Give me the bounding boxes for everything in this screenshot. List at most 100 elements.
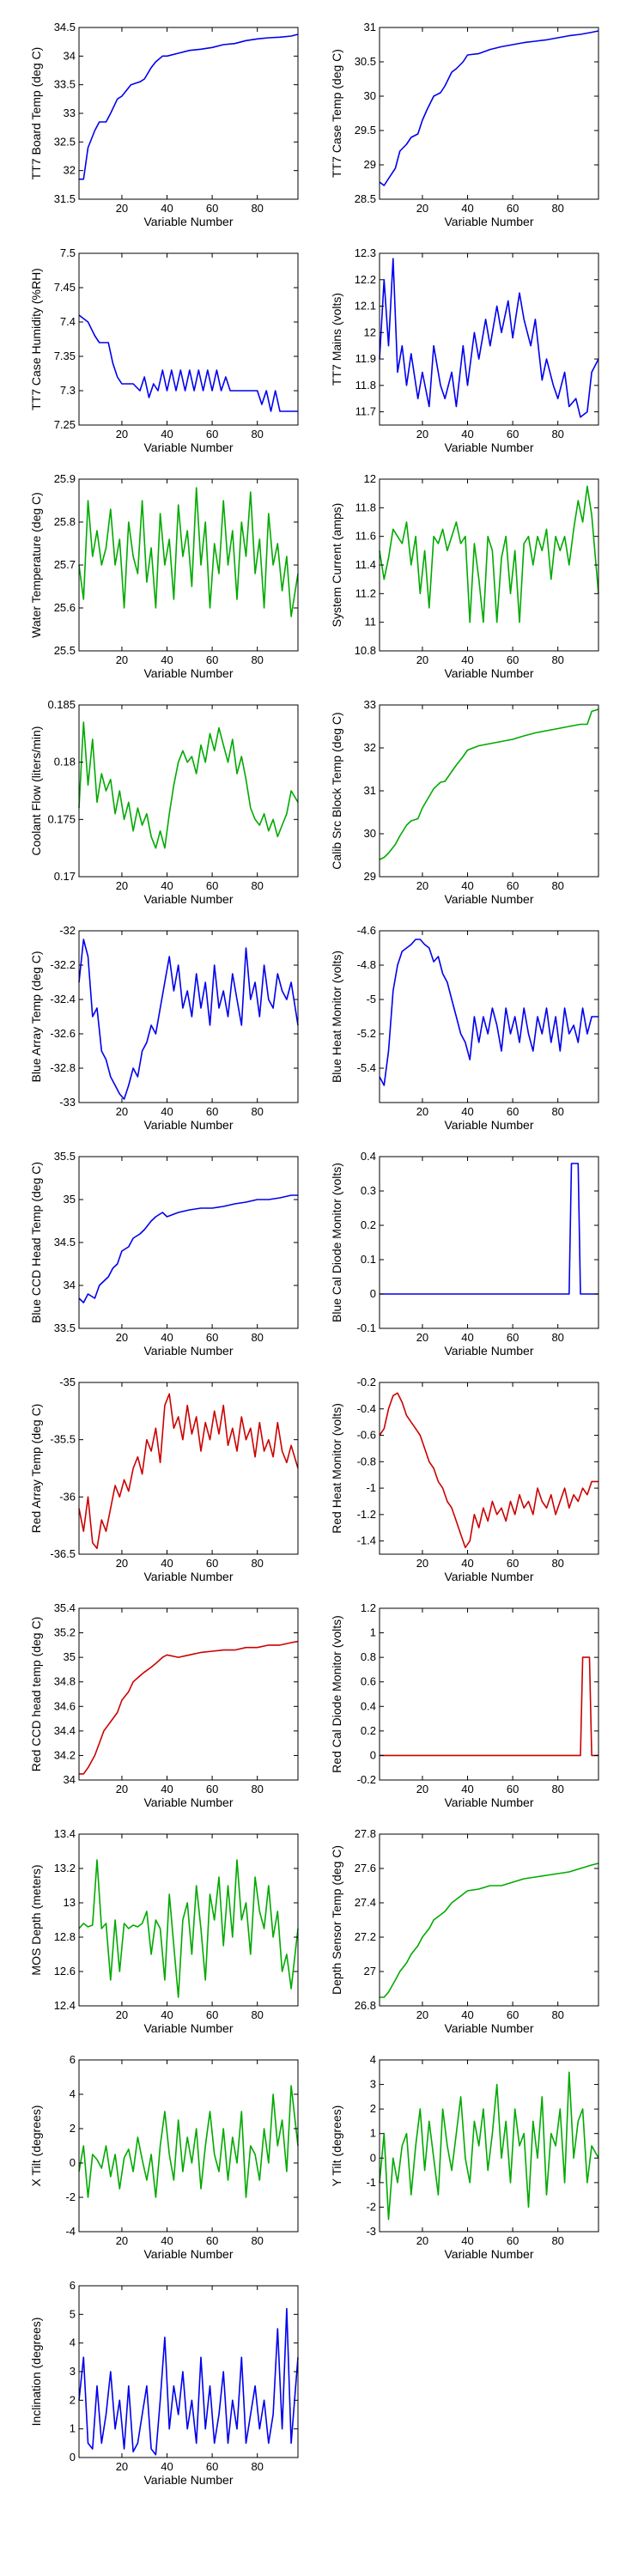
- y-axis-label: Red CCD head temp (deg C): [29, 1617, 43, 1772]
- x-tick-label: 80: [551, 1105, 563, 1118]
- x-tick-label: 80: [251, 1105, 263, 1118]
- chart-panel-4: 11.7 11.8 11.9 12 12.1 12.2 12.3 20 40 60 80 Variab…: [330, 246, 599, 454]
- y-tick-label: 5: [70, 2307, 76, 2320]
- x-tick-label: 20: [116, 2460, 128, 2473]
- y-tick-label: 4: [370, 2053, 376, 2066]
- series-line: [380, 1862, 599, 1998]
- x-tick-label: 60: [206, 1105, 218, 1118]
- y-tick-label: 30.5: [355, 55, 376, 68]
- series-line: [78, 2085, 299, 2198]
- chart-panel-10: -5.4 -5.2 -5 -4.8 -4.6 20 40 60 80 Variable Numbe…: [330, 924, 599, 1132]
- y-axis-label: Y Tilt (degrees): [330, 2105, 343, 2187]
- x-tick-label: 60: [507, 1557, 519, 1570]
- y-tick-label: 11.8: [355, 501, 376, 513]
- y-tick-label: 29.5: [355, 124, 376, 137]
- y-tick-label: 0.1: [361, 1253, 376, 1266]
- x-tick-label: 60: [507, 1105, 519, 1118]
- y-tick-label: 11.7: [355, 405, 376, 418]
- y-axis-label: Red Array Temp (deg C): [29, 1404, 43, 1534]
- x-tick-label: 80: [251, 428, 263, 440]
- x-axis-label: Variable Number: [143, 1570, 233, 1583]
- axes-frame: [379, 1833, 599, 2007]
- y-tick-label: -5: [366, 993, 376, 1005]
- x-tick-label: 80: [551, 653, 563, 666]
- y-tick-label: -32.4: [50, 993, 76, 1005]
- series-line: [379, 30, 599, 186]
- y-axis-label: TT7 Case Temp (deg C): [330, 49, 343, 178]
- y-tick-label: 0: [70, 2156, 76, 2169]
- x-axis-label: Variable Number: [143, 666, 233, 680]
- x-tick-label: 80: [251, 1783, 263, 1795]
- x-tick-label: 60: [206, 1331, 218, 1344]
- y-axis-label: TT7 Board Temp (deg C): [29, 47, 43, 180]
- axes-frame: [379, 1156, 599, 1329]
- y-tick-label: 30: [364, 89, 376, 102]
- series-line: [78, 314, 298, 412]
- x-tick-label: 20: [116, 202, 128, 215]
- x-tick-label: 80: [551, 202, 563, 215]
- chart-panel-18: 26.8 27 27.2 27.4 27.6 27.8 20 40 60 80 Variable N…: [330, 1827, 599, 2035]
- x-axis-label: Variable Number: [444, 1344, 533, 1358]
- x-tick-label: 40: [461, 1105, 473, 1118]
- y-tick-label: 7.4: [60, 315, 76, 328]
- y-axis-label: Red Heat Monitor (volts): [330, 1403, 343, 1534]
- y-tick-label: 0: [370, 1287, 376, 1300]
- y-tick-label: 2: [370, 2102, 376, 2115]
- chart-panel-2: 28.5 29 29.5 30 30.5 31 20 40 60 80 Variable Numbe…: [330, 21, 599, 228]
- y-tick-label: 12.3: [355, 246, 376, 259]
- y-tick-label: 0: [70, 2451, 76, 2464]
- x-tick-label: 40: [461, 2008, 473, 2021]
- x-tick-label: 80: [551, 2234, 563, 2247]
- x-tick-label: 20: [116, 1105, 128, 1118]
- x-tick-label: 40: [161, 1783, 173, 1795]
- y-tick-label: 0.2: [361, 1218, 376, 1231]
- x-tick-label: 60: [206, 2460, 218, 2473]
- y-tick-label: 12.4: [54, 1999, 76, 2012]
- x-tick-label: 60: [206, 879, 218, 892]
- y-tick-label: 0.4: [361, 1150, 376, 1163]
- x-tick-label: 80: [251, 2008, 263, 2021]
- chart-panel-14: -1.4 -1.2 -1 -0.8 -0.6 -0.4 -0.2 20 40 60 80 Variab…: [330, 1376, 599, 1583]
- y-tick-label: 0.8: [361, 1650, 376, 1663]
- axes-frame: [78, 2059, 299, 2233]
- x-tick-label: 60: [206, 2234, 218, 2247]
- x-tick-label: 20: [116, 2008, 128, 2021]
- series-line: [380, 1656, 598, 1757]
- y-tick-label: 34.2: [54, 1748, 76, 1761]
- x-tick-label: 20: [416, 202, 428, 215]
- y-tick-label: 12.1: [355, 300, 376, 313]
- x-tick-label: 40: [461, 1557, 473, 1570]
- x-tick-label: 80: [551, 1783, 563, 1795]
- x-tick-label: 80: [551, 428, 563, 440]
- x-tick-label: 60: [507, 2008, 519, 2021]
- x-axis-label: Variable Number: [444, 2021, 533, 2035]
- y-tick-label: 27.2: [355, 1930, 376, 1943]
- y-tick-label: -0.4: [357, 1402, 376, 1415]
- y-axis-label: Water Temperature (deg C): [29, 492, 43, 638]
- axes-frame: [78, 930, 299, 1103]
- y-tick-label: 11.2: [355, 586, 376, 599]
- y-tick-label: -4.8: [357, 958, 376, 971]
- y-tick-label: 0: [370, 2151, 376, 2164]
- series-line: [379, 258, 599, 418]
- y-tick-label: 13.2: [54, 1862, 76, 1874]
- y-tick-label: 0.18: [54, 756, 76, 769]
- y-tick-label: -5.2: [357, 1027, 376, 1040]
- x-tick-label: 60: [206, 2008, 218, 2021]
- y-tick-label: 3: [70, 2365, 76, 2378]
- x-tick-label: 20: [116, 1783, 128, 1795]
- y-tick-label: 12.2: [355, 273, 376, 286]
- y-tick-label: 26.8: [355, 1999, 376, 2012]
- x-tick-label: 60: [206, 202, 218, 215]
- x-tick-label: 20: [116, 1557, 128, 1570]
- series-line: [380, 1163, 598, 1295]
- series-line: [79, 1640, 299, 1775]
- y-tick-label: 35.4: [54, 1601, 76, 1614]
- y-tick-label: 0.4: [361, 1699, 376, 1712]
- x-tick-label: 60: [507, 2234, 519, 2247]
- x-tick-label: 20: [116, 1331, 128, 1344]
- y-tick-label: 10.8: [355, 644, 376, 657]
- x-axis-label: Variable Number: [143, 2247, 233, 2261]
- chart-panel-19: -4 -2 0 2 4 6 20 40 60 80 Variable Number X Tilt (d…: [29, 2053, 299, 2261]
